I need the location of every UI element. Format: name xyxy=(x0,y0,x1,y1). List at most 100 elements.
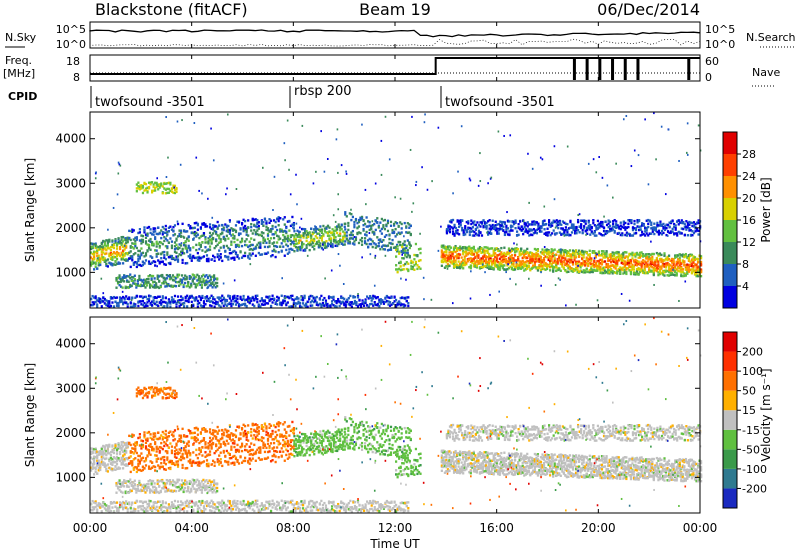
power-cell xyxy=(517,233,520,237)
power-cell xyxy=(631,265,634,269)
power-cell xyxy=(442,258,445,261)
nave-bar xyxy=(636,58,640,80)
power-cell xyxy=(483,246,486,249)
power-cell xyxy=(539,255,543,259)
power-cell xyxy=(479,221,482,224)
power-cell xyxy=(532,259,535,262)
power-cell xyxy=(655,256,658,260)
power-cell xyxy=(507,252,511,255)
power-cell xyxy=(340,296,343,300)
power-cell xyxy=(164,231,167,234)
power-cell xyxy=(666,223,670,227)
power-cell xyxy=(637,228,641,232)
power-cell xyxy=(658,252,662,255)
power-cell xyxy=(144,282,147,285)
power-cell xyxy=(348,240,351,244)
power-cell xyxy=(479,231,482,234)
power-cell xyxy=(578,213,581,216)
power-cell xyxy=(259,253,262,256)
power-cell xyxy=(614,261,617,265)
power-cell xyxy=(292,242,296,246)
power-cell xyxy=(97,256,100,260)
power-cell xyxy=(457,252,460,256)
power-cell xyxy=(274,230,277,234)
power-cell xyxy=(298,302,302,305)
power-cell xyxy=(395,305,398,308)
power-cell xyxy=(215,238,218,241)
power-cell xyxy=(271,224,274,228)
power-cell xyxy=(524,256,527,260)
power-cell xyxy=(569,220,572,224)
power-cell xyxy=(511,225,514,228)
power-cell xyxy=(138,228,141,231)
power-cell xyxy=(660,233,664,236)
power-cell xyxy=(580,226,583,230)
power-cell xyxy=(507,249,511,252)
power-cell xyxy=(488,247,491,251)
power-cell xyxy=(549,255,552,258)
power-cell xyxy=(635,270,639,273)
power-cell xyxy=(323,230,327,233)
power-cell xyxy=(416,254,419,257)
power-cell xyxy=(493,224,496,227)
power-cell xyxy=(561,232,564,236)
power-cell xyxy=(320,294,323,298)
power-cell xyxy=(274,301,277,304)
power-cell xyxy=(193,299,196,302)
power-cell xyxy=(209,282,213,285)
power-cell xyxy=(221,228,224,231)
power-cell xyxy=(218,298,221,301)
power-cell xyxy=(111,262,114,266)
power-cell xyxy=(633,232,636,235)
power-cell xyxy=(297,230,301,233)
power-cell xyxy=(590,226,593,230)
power-cell xyxy=(222,237,225,241)
power-cell xyxy=(405,261,408,264)
power-cell xyxy=(332,298,335,301)
power-cell xyxy=(489,267,492,271)
power-cell xyxy=(593,263,596,267)
power-cell xyxy=(396,248,399,251)
power-cell xyxy=(505,228,508,232)
power-cell xyxy=(621,225,624,229)
power-cell xyxy=(135,265,138,269)
power-cell xyxy=(128,257,131,260)
power-cell xyxy=(331,233,334,237)
power-cell xyxy=(445,249,448,253)
power-cell xyxy=(141,238,145,242)
power-cell xyxy=(561,220,564,223)
power-cell xyxy=(299,239,302,242)
power-cell xyxy=(539,251,543,254)
power-cell xyxy=(164,192,167,195)
power-cell xyxy=(146,186,149,190)
power-cell xyxy=(212,301,215,304)
power-cell xyxy=(666,230,670,233)
power-cell xyxy=(259,305,262,308)
power-cell xyxy=(689,234,693,237)
power-cell xyxy=(196,283,199,286)
power-cell xyxy=(153,277,156,280)
power-cell xyxy=(688,223,691,226)
power-cell xyxy=(343,303,346,307)
power-cell xyxy=(568,258,572,261)
power-cell xyxy=(119,278,123,281)
power-cell xyxy=(556,267,559,270)
power-cell xyxy=(146,301,149,304)
power-cell xyxy=(257,224,260,228)
power-cell xyxy=(120,243,123,247)
power-cell xyxy=(242,226,245,230)
power-cell xyxy=(490,176,493,179)
power-cell xyxy=(309,301,312,304)
power-cell xyxy=(102,251,105,254)
power-cell xyxy=(362,227,365,231)
power-cell xyxy=(257,233,260,237)
power-cell xyxy=(565,270,568,274)
power-cell xyxy=(692,221,696,224)
power-cell xyxy=(549,269,552,272)
power-cell xyxy=(218,224,221,227)
power-cell xyxy=(406,222,409,225)
power-cell xyxy=(172,191,175,194)
power-cell xyxy=(190,226,193,230)
power-cell xyxy=(460,247,463,250)
power-cell xyxy=(476,233,479,237)
